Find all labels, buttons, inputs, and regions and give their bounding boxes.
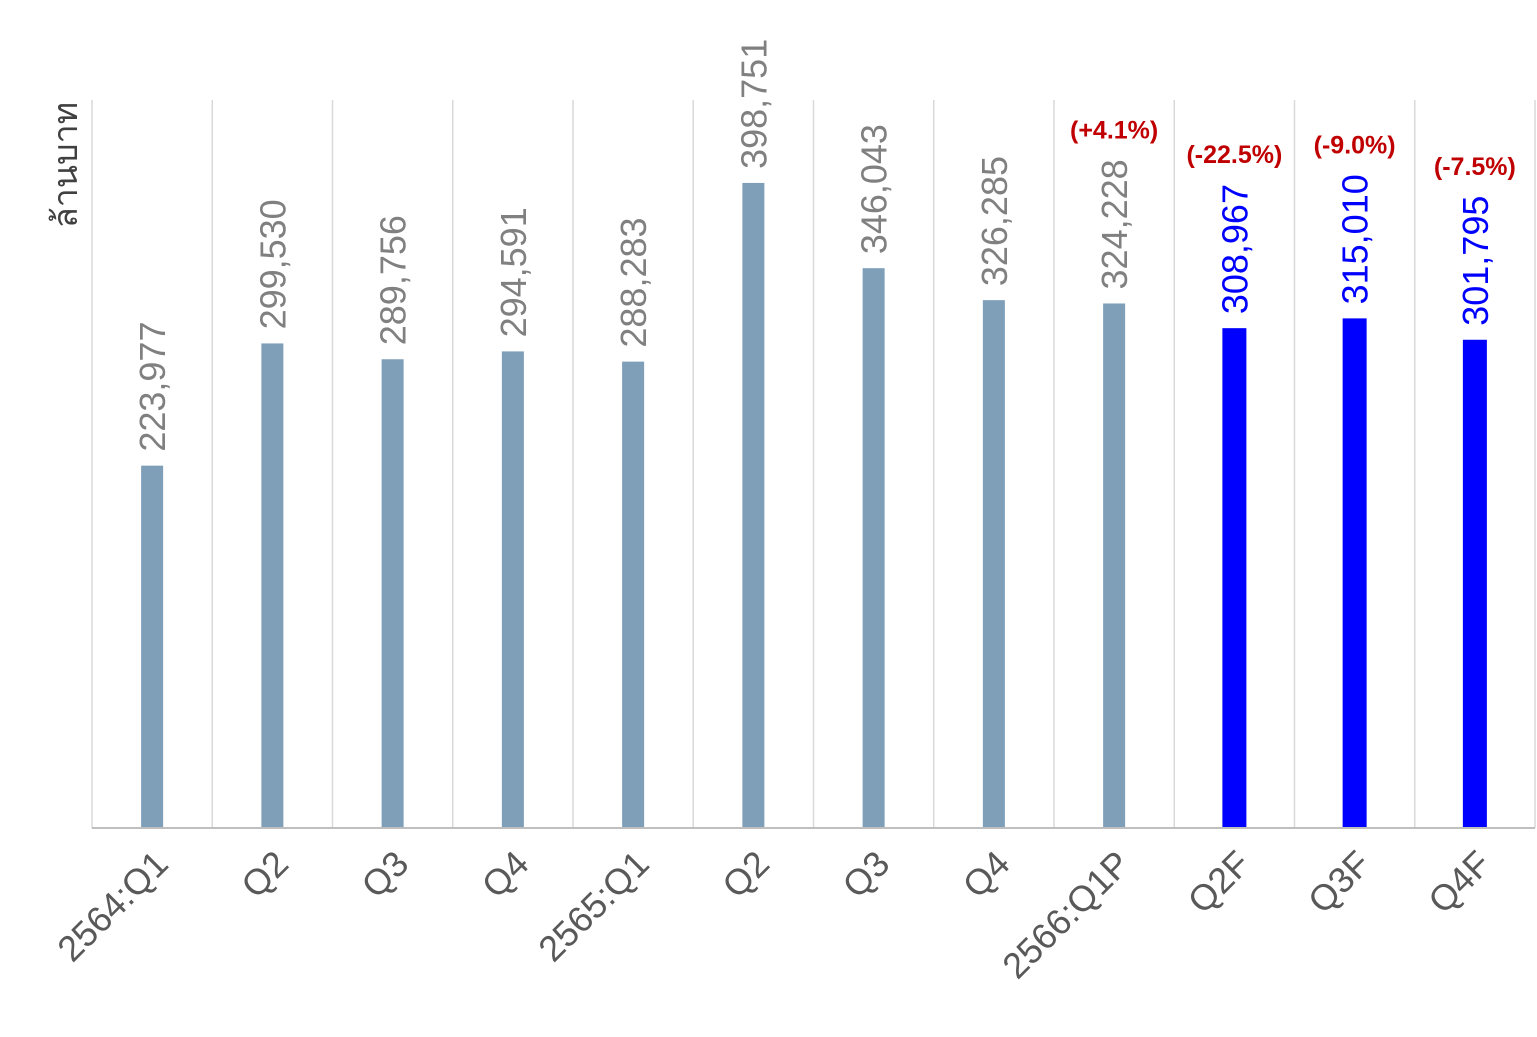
x-tick-label: 2565:Q1	[530, 843, 657, 970]
gridlines	[91, 100, 1536, 828]
bar	[261, 343, 284, 828]
value-labels: 223,977 299,530 289,756 294,591 288,283 398,7…	[132, 39, 1496, 452]
bar	[1342, 318, 1367, 828]
change-annotation: (-7.5%)	[1434, 153, 1516, 181]
value-label: 324,228	[1094, 159, 1135, 289]
x-tick-label: Q3	[834, 843, 897, 906]
y-axis-label: ล้านบาท	[46, 102, 86, 228]
bar	[742, 182, 765, 829]
bar	[501, 351, 524, 828]
value-label: 346,043	[854, 124, 895, 254]
x-tick-label: 2564:Q1	[49, 843, 176, 970]
value-label: 223,977	[132, 322, 173, 452]
value-label: 315,010	[1335, 174, 1376, 304]
x-tick-label: Q4	[955, 843, 1018, 906]
bar	[862, 268, 885, 828]
change-annotation: (+4.1%)	[1070, 116, 1158, 144]
change-annotation: (-22.5%)	[1186, 141, 1282, 169]
value-label: 308,967	[1214, 184, 1255, 314]
bar	[1462, 339, 1487, 828]
bars	[141, 182, 1487, 829]
bar	[1222, 328, 1247, 828]
x-tick-label: Q3	[353, 843, 416, 906]
x-tick-label: Q3F	[1300, 843, 1378, 921]
value-label: 288,283	[613, 217, 654, 347]
value-label: 289,756	[373, 215, 414, 345]
value-label: 398,751	[733, 39, 774, 169]
x-tick-label: Q4	[474, 843, 537, 906]
value-label: 301,795	[1455, 196, 1496, 326]
change-annotation: (-9.0%)	[1314, 131, 1396, 159]
value-label: 326,285	[974, 156, 1015, 286]
bar	[982, 300, 1005, 828]
value-label: 294,591	[493, 207, 534, 337]
x-tick-label: 2566:Q1P	[994, 843, 1138, 987]
bar	[381, 359, 404, 828]
x-tick-label: Q2	[714, 843, 777, 906]
x-tick-label: Q2F	[1180, 843, 1258, 921]
x-tick-label: Q2	[233, 843, 296, 906]
bar	[141, 465, 164, 828]
value-label: 299,530	[252, 199, 293, 329]
annotations: (+4.1%) (-22.5%) (-9.0%) (-7.5%)	[1070, 116, 1516, 180]
x-tick-label: Q4F	[1420, 843, 1498, 921]
bar	[622, 361, 645, 828]
bar	[1103, 303, 1126, 828]
